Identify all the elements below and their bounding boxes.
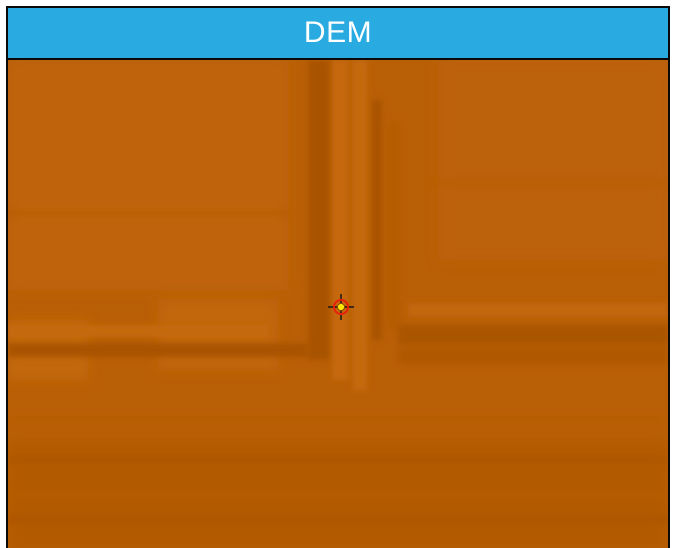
dem-panel: DEM bbox=[6, 6, 670, 548]
crosshair-target-icon bbox=[328, 294, 354, 320]
panel-title: DEM bbox=[303, 16, 373, 49]
dem-terrain-raster bbox=[8, 60, 668, 548]
dem-map-viewport[interactable] bbox=[8, 60, 668, 548]
panel-title-bar: DEM bbox=[8, 8, 668, 60]
